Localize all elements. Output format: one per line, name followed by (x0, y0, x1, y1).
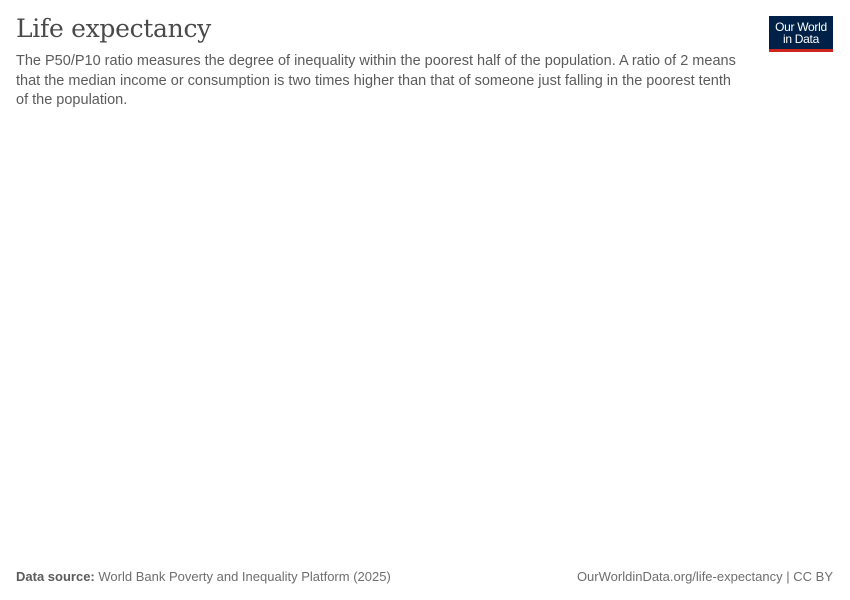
chart-title: Life expectancy (16, 14, 211, 43)
source-label: Data source: (16, 569, 95, 584)
logo-line-1: Our World (775, 20, 827, 34)
owid-logo[interactable]: Our World in Data (769, 16, 833, 52)
footer-links: OurWorldinData.org/life-expectancy | CC … (577, 569, 833, 584)
logo-line-2: in Data (783, 32, 819, 46)
separator: | (786, 569, 790, 584)
source-text: World Bank Poverty and Inequality Platfo… (98, 569, 391, 584)
license-link[interactable]: CC BY (793, 569, 833, 584)
chart-subtitle: The P50/P10 ratio measures the degree of… (16, 53, 736, 108)
chart-url-link[interactable]: OurWorldinData.org/life-expectancy (576, 569, 783, 584)
data-source: Data source: World Bank Poverty and Ineq… (16, 569, 391, 584)
chart-area (16, 115, 834, 555)
